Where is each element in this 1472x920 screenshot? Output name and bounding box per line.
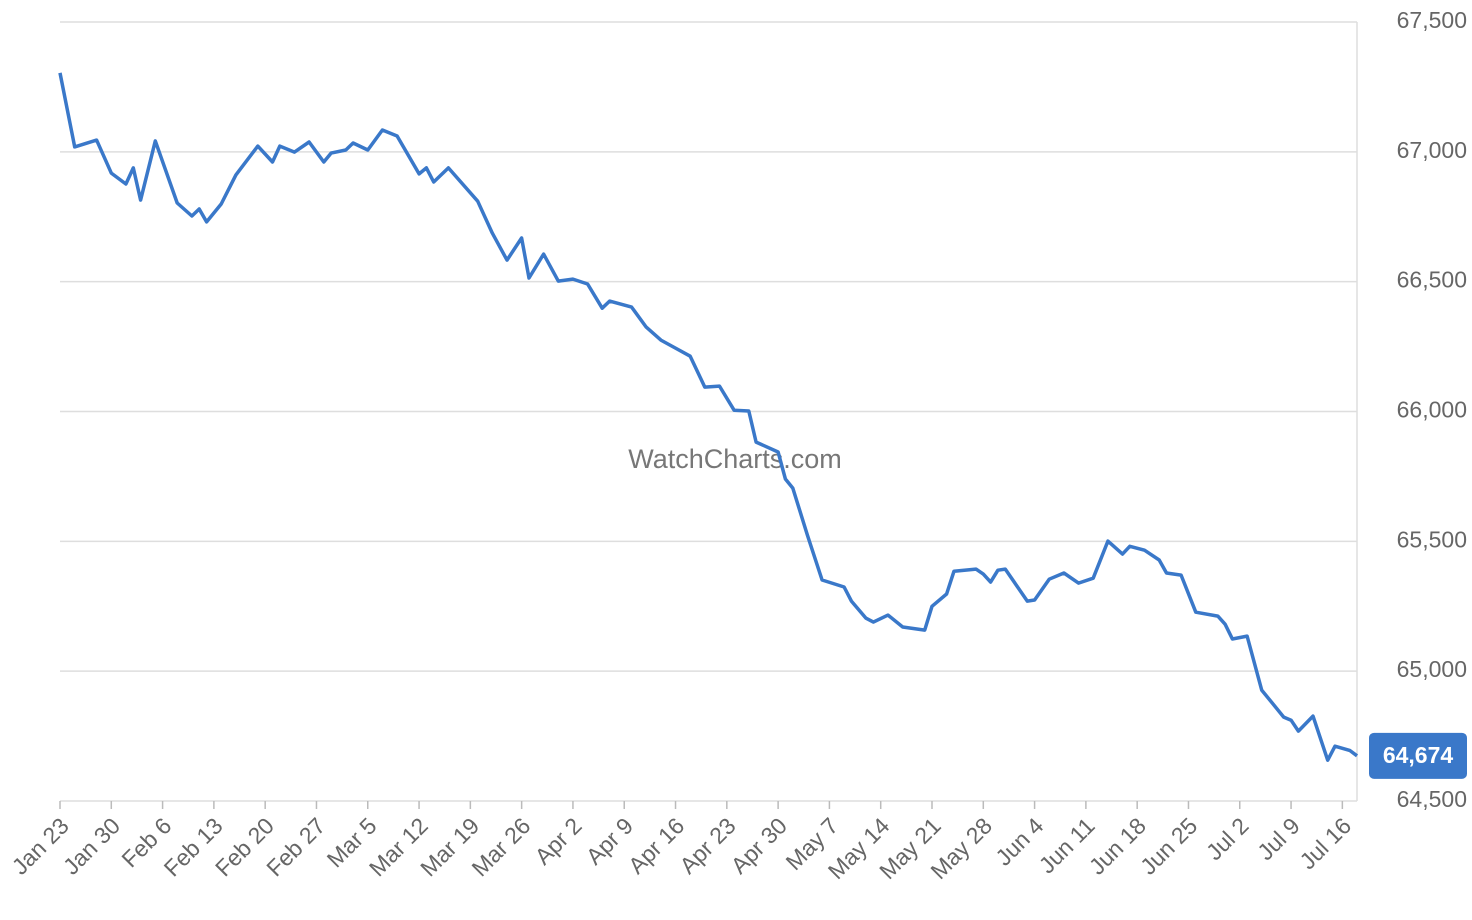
- last-value-badge: [1369, 732, 1467, 779]
- x-tick-label: Jul 16: [1294, 812, 1356, 874]
- x-tick-label: Jun 25: [1135, 812, 1202, 879]
- x-tick-label: Feb 27: [261, 812, 330, 881]
- y-tick-label: 67,000: [1397, 137, 1467, 163]
- x-tick-label: Jan 23: [7, 812, 74, 879]
- watermark: WatchCharts.com: [628, 444, 842, 474]
- x-tick-label: Mar 26: [466, 812, 535, 881]
- x-tick-label: Jun 18: [1084, 812, 1151, 879]
- y-tick-label: 64,500: [1397, 786, 1467, 812]
- price-line: [58, 72, 1359, 762]
- x-tick-label: Apr 30: [726, 812, 792, 878]
- y-tick-label: 65,000: [1397, 656, 1467, 682]
- y-tick-label: 67,500: [1397, 7, 1467, 33]
- y-tick-label: 65,500: [1397, 526, 1467, 552]
- last-value-label: 64,674: [1383, 742, 1454, 768]
- x-tick-label: Jul 2: [1201, 812, 1254, 865]
- y-tick-label: 66,000: [1397, 397, 1467, 423]
- x-tick-label: Jan 30: [58, 812, 125, 879]
- x-tick-label: Apr 2: [530, 812, 587, 869]
- x-tick-label: Apr 16: [623, 812, 689, 878]
- x-tick-label: Apr 23: [674, 812, 740, 878]
- y-tick-label: 66,500: [1397, 267, 1467, 293]
